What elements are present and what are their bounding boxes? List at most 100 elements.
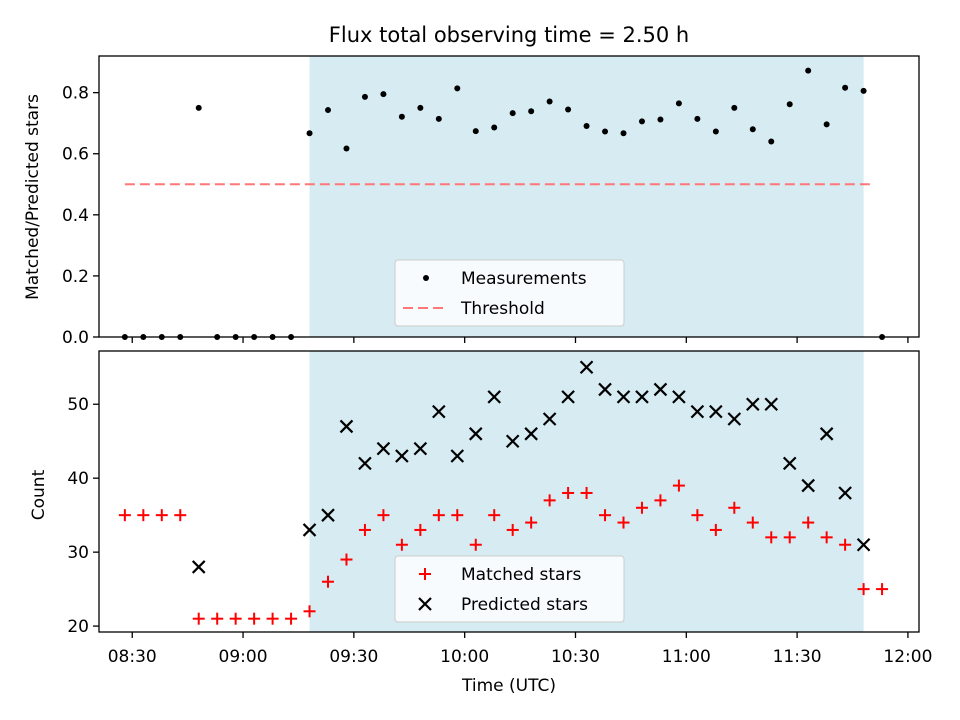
top-panel: 0.00.20.40.60.8 Matched/Predicted stars … xyxy=(23,55,920,348)
predicted-star-stroke xyxy=(339,419,354,434)
predicted-legend-label: Predicted stars xyxy=(461,595,588,615)
top-axes-frame xyxy=(98,55,920,338)
measurement-point xyxy=(657,116,664,123)
matched-star-point xyxy=(857,583,870,596)
measurement-point xyxy=(805,67,812,74)
predicted-star-stroke xyxy=(801,478,815,493)
matched-star-point xyxy=(543,494,556,507)
predicted-star-point xyxy=(579,360,594,375)
predicted-star-point xyxy=(764,397,779,412)
measurement-point xyxy=(398,113,405,120)
measurement-point xyxy=(325,107,332,114)
predicted-star-stroke xyxy=(635,390,649,404)
predicted-star-stroke xyxy=(450,449,465,463)
predicted-star-stroke xyxy=(505,434,520,448)
top-y-axis-label: Matched/Predicted stars xyxy=(23,94,43,300)
predicted-star-stroke xyxy=(746,397,760,412)
x-tick-label: 11:30 xyxy=(773,647,822,667)
predicted-star-point xyxy=(191,560,206,574)
measurement-point xyxy=(694,115,701,122)
top-x-ticks xyxy=(131,337,909,343)
measurement-point xyxy=(361,93,368,100)
predicted-star-stroke xyxy=(856,537,871,552)
bottom-y-ticks: 20 30 40 50 xyxy=(67,395,99,637)
matched-star-point xyxy=(654,494,667,507)
measurement-point xyxy=(528,108,535,115)
x-axis-label: Time (UTC) xyxy=(461,676,556,696)
matched-star-point xyxy=(876,583,889,596)
predicted-star-stroke xyxy=(598,382,612,397)
predicted-star-stroke xyxy=(727,412,742,426)
predicted-star-stroke xyxy=(709,404,723,419)
predicted-star-point xyxy=(782,456,797,471)
measurement-point xyxy=(602,128,609,135)
matched-star-point xyxy=(322,575,335,588)
matched-star-point xyxy=(395,538,408,551)
matched-star-point xyxy=(599,509,612,522)
predicted-star-point xyxy=(672,390,686,404)
predicted-star-stroke xyxy=(524,427,538,441)
predicted-star-point xyxy=(635,390,649,404)
matched-star-point xyxy=(580,486,593,499)
predicted-star-point xyxy=(450,449,465,463)
matched-star-points xyxy=(118,479,889,625)
predicted-star-stroke xyxy=(764,397,779,412)
x-tick-label: 12:00 xyxy=(883,647,932,667)
matched-star-point xyxy=(783,531,796,544)
matched-star-point xyxy=(137,509,150,522)
predicted-star-point xyxy=(690,404,705,419)
matched-legend-marker xyxy=(419,568,431,580)
measurement-points xyxy=(121,67,886,340)
matched-star-point xyxy=(285,612,298,625)
predicted-star-point xyxy=(709,404,723,419)
measurement-point xyxy=(860,87,867,94)
measurement-point xyxy=(712,128,719,135)
matched-star-point xyxy=(635,501,648,514)
matched-star-point xyxy=(377,509,390,522)
bottom-panel: 20 30 40 50 08:30 09:00 09:30 10:00 10:30 11:00 1… xyxy=(29,350,932,696)
bottom-legend-box xyxy=(394,555,625,623)
predicted-star-point xyxy=(819,427,834,441)
matched-star-point xyxy=(765,531,778,544)
predicted-star-point xyxy=(321,508,335,522)
measurements-legend-marker xyxy=(423,275,429,281)
x-tick-label: 10:00 xyxy=(440,647,489,667)
top-y-ticks: 0.0 0.2 0.4 0.6 0.8 xyxy=(62,84,99,348)
top-legend-box xyxy=(394,259,625,327)
matched-star-point xyxy=(451,509,464,522)
measurement-point xyxy=(749,126,756,133)
predicted-star-point xyxy=(856,537,871,552)
predicted-star-point xyxy=(468,427,483,441)
predicted-star-point xyxy=(838,486,852,500)
predicted-star-point xyxy=(653,382,668,397)
matched-star-point xyxy=(266,612,279,625)
matched-star-point xyxy=(432,509,445,522)
matched-star-point xyxy=(488,509,501,522)
y-tick-label: 50 xyxy=(67,395,89,415)
matched-star-point xyxy=(506,523,519,536)
measurements-legend-label: Measurements xyxy=(461,269,587,289)
predicted-star-point xyxy=(505,434,520,448)
predicted-star-stroke xyxy=(487,390,502,404)
measurement-point xyxy=(454,85,461,92)
matched-star-point xyxy=(229,612,242,625)
measurement-point xyxy=(675,100,682,107)
measurement-point xyxy=(195,104,202,111)
predicted-star-stroke xyxy=(616,390,631,404)
measurement-point xyxy=(435,115,442,122)
predicted-star-point xyxy=(542,412,557,426)
predicted-star-stroke xyxy=(819,427,834,441)
measurement-point xyxy=(731,104,738,111)
matched-star-point xyxy=(839,538,852,551)
x-tick-label: 08:30 xyxy=(108,647,157,667)
matched-star-point xyxy=(802,516,815,529)
measurement-point xyxy=(638,118,645,125)
measurement-point xyxy=(823,121,830,128)
predicted-star-point xyxy=(598,382,612,397)
threshold-legend-label: Threshold xyxy=(460,299,545,319)
top-legend: Measurements Threshold xyxy=(394,259,625,327)
matched-star-point xyxy=(746,516,759,529)
predicted-star-point xyxy=(487,390,502,404)
measurement-point xyxy=(842,84,849,91)
predicted-star-point xyxy=(413,441,428,456)
